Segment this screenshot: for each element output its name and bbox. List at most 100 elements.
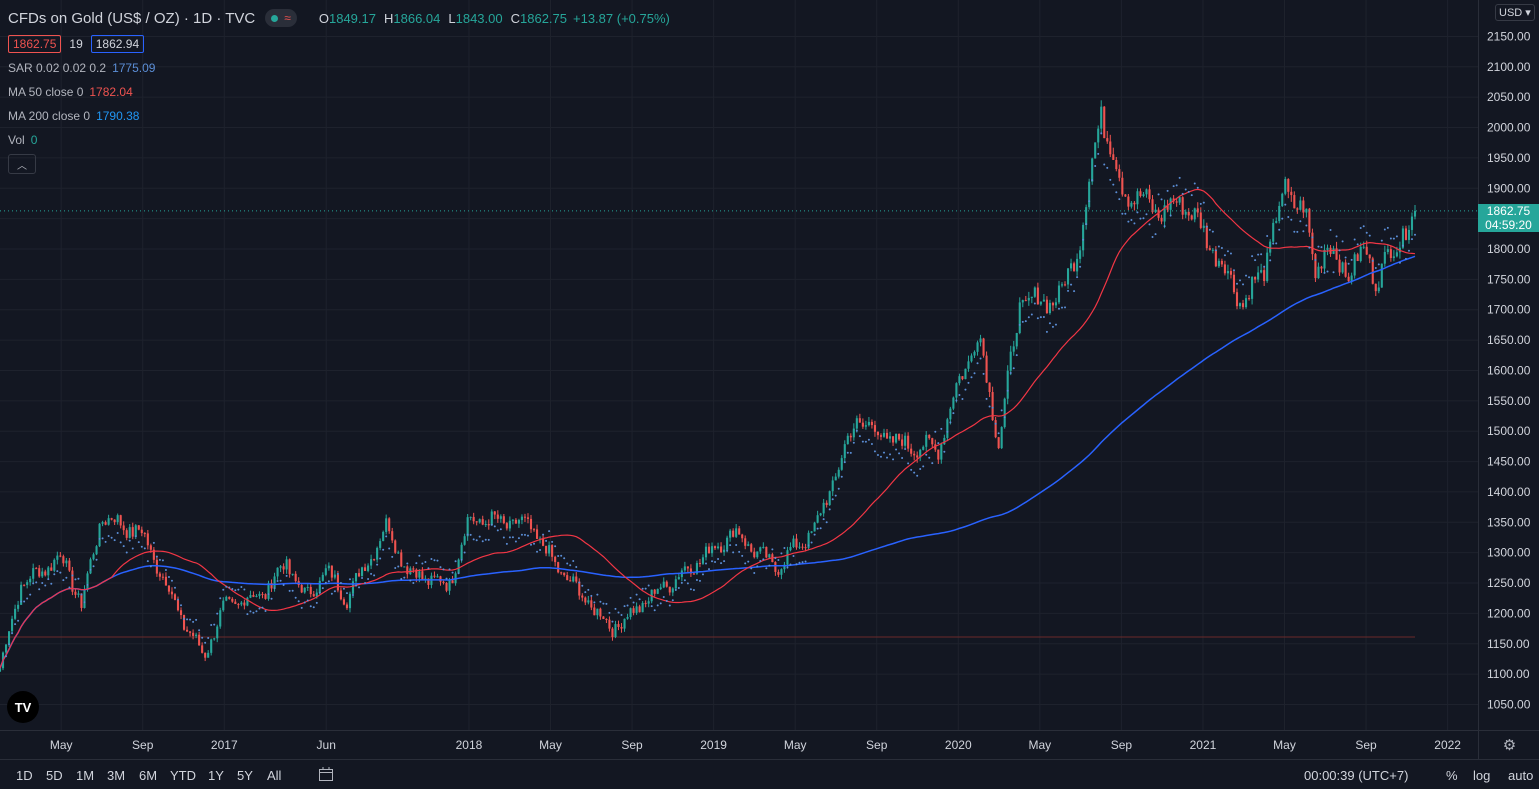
sar-dot xyxy=(1127,220,1130,223)
candle-body xyxy=(1042,299,1045,302)
candle-body xyxy=(1118,169,1121,178)
chart-settings-button[interactable]: ⚙ xyxy=(1478,730,1539,759)
range-button-3m[interactable]: 3M xyxy=(107,768,126,783)
candle-body xyxy=(80,593,83,608)
candle-body xyxy=(668,586,671,593)
market-status[interactable]: ≈ xyxy=(265,9,297,27)
candle-body xyxy=(213,638,216,640)
candle-body xyxy=(849,435,852,438)
range-button-ytd[interactable]: YTD xyxy=(170,768,196,783)
auto-toggle[interactable]: auto xyxy=(1508,768,1534,783)
candle-body xyxy=(348,593,352,609)
time-axis[interactable]: May Sep 2017 Jun 2018 May Sep 2019 May Sep 2020 May… xyxy=(0,730,1478,759)
indicator-row[interactable]: SAR 0.02 0.02 0.2 1775.09 xyxy=(8,56,670,80)
sar-dot xyxy=(107,534,110,537)
sar-dot xyxy=(626,604,629,607)
sar-dot xyxy=(638,598,641,601)
indicator-row[interactable]: MA 200 close 0 1790.38 xyxy=(8,104,670,128)
currency-selector[interactable]: USD ▾ xyxy=(1495,4,1535,21)
buy-button[interactable]: 1862.94 xyxy=(90,35,145,53)
symbol-title[interactable]: CFDs on Gold (US$ / OZ) · 1D · TVC xyxy=(8,9,256,27)
sar-dot xyxy=(1021,320,1024,323)
candle-body xyxy=(858,418,861,423)
candle-body xyxy=(907,435,910,449)
collapse-legend-button[interactable]: ︿ xyxy=(8,154,36,174)
candle-body xyxy=(1006,370,1009,399)
candle-body xyxy=(288,559,291,575)
chart-pane[interactable]: TV xyxy=(0,0,1478,730)
sar-dot xyxy=(1009,371,1012,374)
candle-body xyxy=(798,546,801,548)
chevron-down-icon: ▾ xyxy=(1525,7,1531,19)
candle-body xyxy=(1130,202,1133,207)
percent-toggle[interactable]: % xyxy=(1446,768,1458,783)
candle-body xyxy=(647,601,650,604)
sar-dot xyxy=(279,579,282,582)
candle-body xyxy=(596,608,599,616)
sar-dot xyxy=(1377,263,1380,266)
tradingview-logo[interactable]: TV xyxy=(7,691,39,723)
sar-dot xyxy=(768,564,771,567)
clock-timezone[interactable]: 00:00:39 (UTC+7) xyxy=(1304,768,1409,783)
candle-body xyxy=(1217,260,1220,267)
candle-body xyxy=(149,545,152,550)
candle-body xyxy=(173,594,177,601)
sar-dot xyxy=(493,525,496,528)
candle-body xyxy=(1057,285,1061,303)
candle-body xyxy=(478,519,481,523)
log-toggle[interactable]: log xyxy=(1473,768,1491,783)
range-button-5y[interactable]: 5Y xyxy=(237,768,253,783)
range-button-all[interactable]: All xyxy=(267,768,282,783)
sar-dot xyxy=(795,563,798,566)
sar-dot xyxy=(605,602,608,605)
candlestick-chart[interactable]: TV xyxy=(0,0,1478,730)
candle-body xyxy=(469,516,472,518)
sar-dot xyxy=(252,611,255,614)
candle-body xyxy=(1033,287,1036,297)
range-button-1y[interactable]: 1Y xyxy=(208,768,224,783)
date-range-icon[interactable] xyxy=(318,766,334,785)
sar-dot xyxy=(1251,255,1254,258)
sar-dot xyxy=(895,448,898,451)
candle-body xyxy=(1220,260,1223,265)
sar-dot xyxy=(134,535,137,538)
candle-body xyxy=(1112,154,1115,160)
sar-dot xyxy=(1106,166,1109,169)
candle-body xyxy=(511,519,514,521)
candle-body xyxy=(572,576,575,582)
sar-dot xyxy=(560,554,563,557)
range-button-5d[interactable]: 5D xyxy=(46,768,63,783)
range-button-1m[interactable]: 1M xyxy=(76,768,95,783)
sar-dot xyxy=(1380,239,1383,242)
sar-dot xyxy=(50,582,53,585)
sar-dot xyxy=(530,543,533,546)
sar-dot xyxy=(1193,182,1196,185)
range-button-1d[interactable]: 1D xyxy=(16,768,33,783)
sar-dot xyxy=(140,545,143,548)
sar-dot xyxy=(1404,257,1407,260)
sar-dot xyxy=(1371,259,1374,262)
sar-dot xyxy=(988,405,991,408)
sar-dot xyxy=(919,468,922,471)
range-button-6m[interactable]: 6M xyxy=(139,768,158,783)
sar-dot xyxy=(391,555,394,558)
price-tick-label: 2150.00 xyxy=(1487,29,1531,43)
candle-body xyxy=(152,549,155,560)
sar-dot xyxy=(312,606,315,609)
candle-body xyxy=(1272,222,1275,242)
ohlc-key: C xyxy=(510,10,520,26)
candle-body xyxy=(982,338,985,356)
candle-body xyxy=(611,628,614,637)
indicator-row[interactable]: Vol 0 xyxy=(8,128,670,152)
sar-dot xyxy=(662,596,665,599)
sell-button[interactable]: 1862.75 xyxy=(8,35,62,53)
candle-body xyxy=(1097,128,1100,143)
indicator-row[interactable]: MA 50 close 0 1782.04 xyxy=(8,80,670,104)
candle-body xyxy=(1275,221,1278,223)
candle-body xyxy=(249,595,252,598)
candle-body xyxy=(4,644,8,653)
price-tick-label: 1250.00 xyxy=(1487,576,1531,590)
price-scale[interactable]: 1050.00 1100.00 1150.00 1200.00 1250.00 1300.… xyxy=(1478,0,1539,730)
sar-dot xyxy=(225,585,228,588)
candle-body xyxy=(481,519,484,525)
